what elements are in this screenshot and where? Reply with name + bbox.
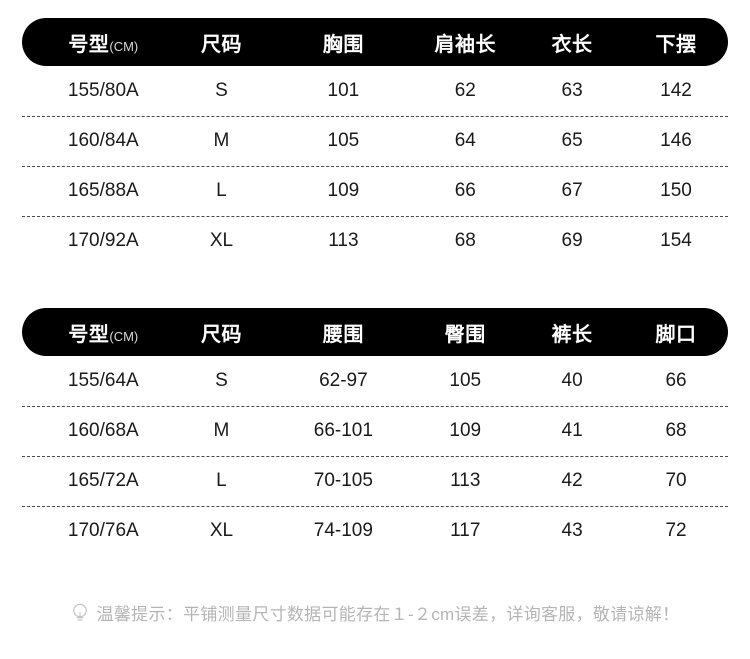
cell-bust: 109 [327,180,360,201]
column-header-length: 衣长 [551,33,593,56]
cell-size: XL [209,230,234,251]
cell-model: 165/72A [67,470,139,491]
column-header-model: 号型(CM) [68,33,139,56]
cell-size: S [215,80,228,101]
cell-model: 160/68A [67,420,139,441]
cell-hip: 117 [450,520,481,541]
column-header-hem: 下摆 [655,33,697,56]
cell-length: 63 [561,80,583,101]
cell-pants-length: 40 [561,370,583,391]
pants-size-chart-header-row: 号型(CM) 尺码 腰围 臀围 裤长 脚口 [22,308,728,356]
cell-hip: 109 [449,420,482,441]
table-row: 165/88A L 109 66 67 150 [22,166,728,216]
table-row: 160/84A M 105 64 65 146 [22,116,728,166]
table-row: 170/76A XL 74-109 117 43 72 [22,506,728,556]
pants-size-chart-body: 155/64A S 62-97 105 40 66 160/68A M 66-1… [22,356,728,556]
column-header-leg-opening: 脚口 [655,323,697,346]
column-header-hip: 臀围 [444,323,486,346]
cell-shoulder-sleeve: 64 [454,130,476,151]
top-size-chart-body: 155/80A S 101 62 63 142 160/84A M 105 64… [22,66,728,266]
column-header-model: 号型(CM) [68,323,139,346]
cell-waist: 66-101 [313,420,373,441]
cell-shoulder-sleeve: 62 [454,80,476,101]
cell-bust: 101 [327,80,360,101]
cell-hem: 154 [660,230,692,251]
table-row: 155/80A S 101 62 63 142 [22,66,728,116]
cell-leg-opening: 72 [665,520,687,541]
unit-label: (CM) [109,328,139,344]
cell-model: 155/64A [67,370,139,391]
cell-size: M [213,130,230,151]
cell-waist: 62-97 [319,370,368,391]
cell-pants-length: 41 [561,420,583,441]
cell-hem: 142 [660,80,692,101]
cell-leg-opening: 70 [665,470,687,491]
cell-size: XL [209,520,234,541]
cell-model: 160/84A [67,130,139,151]
column-header-size: 尺码 [200,323,242,346]
cell-model: 170/92A [67,230,139,251]
measurement-disclaimer: 温馨提示：平铺测量尺寸数据可能存在１-２cm误差，详询客服，敬请谅解！ [0,600,750,625]
cell-hip: 113 [450,470,481,491]
cell-model: 165/88A [67,180,139,201]
top-size-chart: 号型(CM) 尺码 胸围 肩袖长 衣长 下摆 155/80A S 101 62 … [22,0,728,266]
cell-pants-length: 42 [561,470,583,491]
table-row: 165/72A L 70-105 113 42 70 [22,456,728,506]
cell-length: 65 [561,130,583,151]
cell-length: 69 [561,230,583,251]
disclaimer-text: 温馨提示：平铺测量尺寸数据可能存在１-２cm误差，详询客服，敬请谅解！ [96,605,680,624]
cell-shoulder-sleeve: 68 [454,230,476,251]
cell-hem: 146 [660,130,692,151]
top-size-chart-header-row: 号型(CM) 尺码 胸围 肩袖长 衣长 下摆 [22,18,728,66]
column-header-size: 尺码 [200,33,242,56]
cell-size: M [213,420,230,441]
column-header-shoulder-sleeve: 肩袖长 [434,33,497,56]
table-row: 155/64A S 62-97 105 40 66 [22,356,728,406]
unit-label: (CM) [109,38,139,54]
cell-size: S [215,370,228,391]
cell-model: 155/80A [67,80,139,101]
cell-waist: 74-109 [313,520,373,541]
cell-pants-length: 43 [561,520,583,541]
column-header-waist: 腰围 [322,323,364,346]
table-row: 160/68A M 66-101 109 41 68 [22,406,728,456]
cell-hip: 105 [449,370,482,391]
table-row: 170/92A XL 113 68 69 154 [22,216,728,266]
cell-shoulder-sleeve: 66 [454,180,476,201]
cell-size: L [216,470,227,491]
column-header-pants-length: 裤长 [551,323,593,346]
pants-size-chart: 号型(CM) 尺码 腰围 臀围 裤长 脚口 155/64A S 62-97 10… [22,266,728,556]
cell-leg-opening: 68 [665,420,687,441]
cell-size: L [216,180,227,201]
lightbulb-icon [71,602,89,624]
cell-leg-opening: 66 [665,370,687,391]
cell-bust: 105 [327,130,360,151]
cell-model: 170/76A [67,520,139,541]
cell-bust: 113 [328,230,359,251]
column-header-bust: 胸围 [322,33,364,56]
cell-waist: 70-105 [313,470,373,491]
cell-hem: 150 [660,180,692,201]
cell-length: 67 [561,180,583,201]
